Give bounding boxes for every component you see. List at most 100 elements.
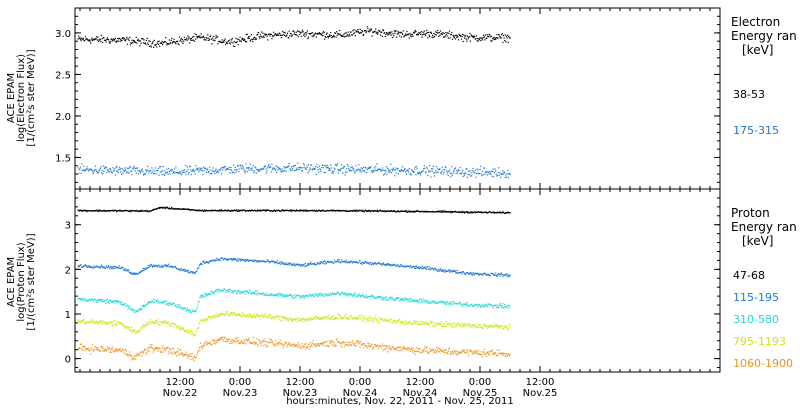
- electron-point: [166, 168, 168, 170]
- proton-point: [159, 348, 161, 350]
- proton-point: [317, 210, 319, 212]
- proton-point: [475, 353, 478, 355]
- electron-point: [252, 164, 254, 167]
- electron-point: [172, 171, 175, 173]
- proton-point: [400, 350, 403, 352]
- proton-point: [212, 339, 214, 341]
- proton-point: [129, 354, 131, 356]
- proton-point: [150, 302, 152, 304]
- electron-point: [425, 171, 427, 173]
- electron-point: [352, 167, 355, 169]
- proton-point: [182, 307, 184, 309]
- proton-point: [376, 345, 378, 347]
- electron-point: [492, 38, 494, 40]
- proton-point: [471, 274, 473, 276]
- electron-point: [183, 170, 185, 172]
- proton-point: [282, 315, 284, 318]
- proton-point: [147, 350, 149, 352]
- proton-point: [133, 272, 135, 274]
- electron-point: [368, 31, 370, 33]
- electron-point: [353, 29, 355, 31]
- proton-point: [419, 302, 421, 304]
- proton-point: [369, 317, 371, 319]
- proton-point: [178, 268, 180, 270]
- proton-point: [399, 300, 401, 302]
- electron-point: [432, 165, 434, 167]
- proton-point: [451, 301, 453, 303]
- proton-point: [268, 314, 271, 316]
- electron-point: [303, 163, 305, 165]
- electron-point: [328, 35, 330, 37]
- proton-point: [351, 344, 353, 346]
- proton-point: [225, 338, 227, 340]
- proton-point: [370, 320, 372, 322]
- proton-point: [106, 349, 108, 351]
- proton-point: [253, 291, 255, 294]
- proton-point: [415, 347, 418, 349]
- electron-point: [330, 35, 332, 37]
- electron-point: [307, 172, 309, 174]
- proton-point: [438, 351, 440, 353]
- proton-point: [284, 294, 286, 296]
- proton-point: [201, 320, 203, 322]
- proton-point: [414, 301, 416, 303]
- proton-point: [234, 313, 236, 315]
- proton-point: [499, 324, 502, 327]
- electron-point: [390, 34, 392, 36]
- electron-point: [212, 167, 214, 169]
- electron-point: [297, 36, 299, 38]
- electron-point: [145, 169, 147, 171]
- electron-point: [386, 173, 388, 175]
- electron-point: [235, 37, 237, 40]
- proton-point: [232, 259, 235, 261]
- electron-point: [433, 36, 436, 38]
- proton-point: [253, 314, 255, 316]
- proton-point: [473, 274, 475, 276]
- electron-point: [325, 167, 328, 169]
- proton-point: [159, 207, 161, 210]
- electron-point: [298, 33, 301, 36]
- electron-point: [328, 34, 331, 36]
- electron-point: [228, 42, 230, 44]
- electron-point: [472, 35, 474, 37]
- electron-point: [451, 38, 454, 40]
- proton-point: [323, 317, 325, 319]
- proton-point: [285, 294, 287, 296]
- proton-point: [207, 318, 209, 320]
- proton-point: [253, 343, 256, 345]
- proton-point: [230, 342, 232, 344]
- electron-point: [417, 173, 419, 175]
- proton-point: [108, 266, 110, 268]
- proton-point: [463, 350, 465, 353]
- proton-point: [187, 309, 189, 311]
- proton-point: [301, 296, 303, 298]
- proton-point: [208, 342, 210, 344]
- electron-point: [367, 28, 369, 30]
- electron-point: [259, 169, 261, 171]
- electron-point: [190, 174, 193, 176]
- proton-point: [387, 264, 389, 266]
- proton-point: [325, 293, 327, 295]
- proton-point: [165, 349, 167, 351]
- proton-point: [247, 339, 250, 341]
- proton-point: [237, 209, 239, 211]
- proton-point: [340, 344, 342, 346]
- electron-point: [296, 167, 298, 169]
- electron-point: [149, 40, 151, 42]
- proton-point: [379, 209, 382, 211]
- electron-point: [270, 171, 272, 173]
- proton-point: [105, 321, 107, 323]
- proton-point: [229, 289, 232, 291]
- electron-point: [333, 35, 335, 37]
- proton-point: [400, 349, 402, 351]
- proton-point: [205, 294, 207, 296]
- electron-point: [288, 37, 290, 39]
- proton-point: [123, 326, 125, 328]
- electron-point: [302, 31, 304, 33]
- proton-point: [265, 294, 268, 296]
- electron-point: [318, 171, 320, 173]
- electron-point: [495, 37, 497, 39]
- electron-point: [239, 164, 241, 166]
- proton-point: [471, 272, 473, 274]
- proton-point: [139, 308, 142, 311]
